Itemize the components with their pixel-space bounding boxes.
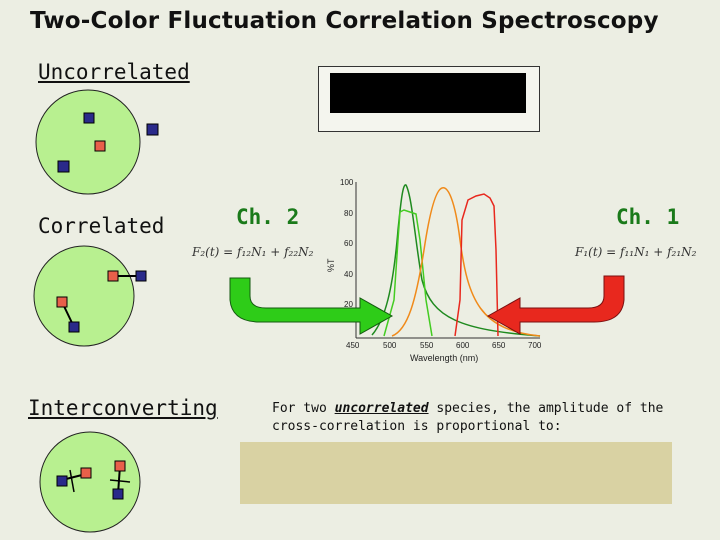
correlated-circle bbox=[33, 245, 135, 347]
label-interconverting: Interconverting bbox=[28, 396, 218, 420]
y-axis-title: %T bbox=[326, 258, 336, 272]
x-tick: 650 bbox=[492, 341, 506, 350]
channel-1-label: Ch. 1 bbox=[616, 205, 680, 229]
red-filter-curve bbox=[454, 193, 499, 337]
red-molecule bbox=[80, 467, 92, 479]
x-tick: 550 bbox=[420, 341, 434, 350]
x-tick: 600 bbox=[456, 341, 470, 350]
y-tick: 80 bbox=[344, 209, 353, 218]
interconverting-circle bbox=[39, 431, 141, 533]
x-tick: 500 bbox=[383, 341, 397, 350]
uncorrelated-circle bbox=[35, 89, 141, 195]
formula-image bbox=[240, 442, 672, 504]
red-molecule bbox=[107, 270, 119, 282]
blue-molecule bbox=[146, 123, 159, 136]
slide-title: Two-Color Fluctuation Correlation Spectr… bbox=[30, 8, 659, 34]
equation-f2: F₂(t) = f₁₂N₁ + f₂₂N₂ bbox=[192, 245, 314, 259]
emphasis-uncorrelated: uncorrelated bbox=[334, 401, 429, 416]
red-arrow bbox=[486, 275, 625, 335]
spectrum-plot: 100 80 60 40 20 450 500 550 600 650 700 … bbox=[326, 178, 542, 363]
x-tick: 450 bbox=[346, 341, 360, 350]
blue-molecule bbox=[57, 160, 70, 173]
orange-emission-curve bbox=[391, 187, 541, 337]
label-uncorrelated: Uncorrelated bbox=[38, 60, 190, 84]
channel-2-label: Ch. 2 bbox=[236, 205, 300, 229]
y-tick: 20 bbox=[344, 300, 353, 309]
y-tick: 100 bbox=[340, 178, 354, 187]
description-text: For two uncorrelated species, the amplit… bbox=[272, 401, 664, 434]
label-correlated: Correlated bbox=[38, 214, 165, 238]
green-emission-curve bbox=[371, 184, 541, 337]
x-tick: 700 bbox=[528, 341, 542, 350]
x-axis-title: Wavelength (nm) bbox=[410, 353, 478, 363]
blue-molecule bbox=[56, 475, 68, 487]
blue-molecule bbox=[112, 488, 124, 500]
blue-molecule bbox=[68, 321, 80, 333]
green-filter-curve bbox=[383, 209, 433, 337]
y-tick: 60 bbox=[344, 239, 353, 248]
image-frame bbox=[318, 66, 540, 132]
red-molecule bbox=[94, 140, 106, 152]
y-tick: 40 bbox=[344, 270, 353, 279]
red-molecule bbox=[56, 296, 68, 308]
equation-f1: F₁(t) = f₁₁N₁ + f₂₁N₂ bbox=[575, 245, 697, 259]
blue-molecule bbox=[83, 112, 95, 124]
green-arrow bbox=[229, 277, 394, 335]
blue-molecule bbox=[135, 270, 147, 282]
blacked-out-image bbox=[330, 73, 526, 113]
red-molecule bbox=[114, 460, 126, 472]
